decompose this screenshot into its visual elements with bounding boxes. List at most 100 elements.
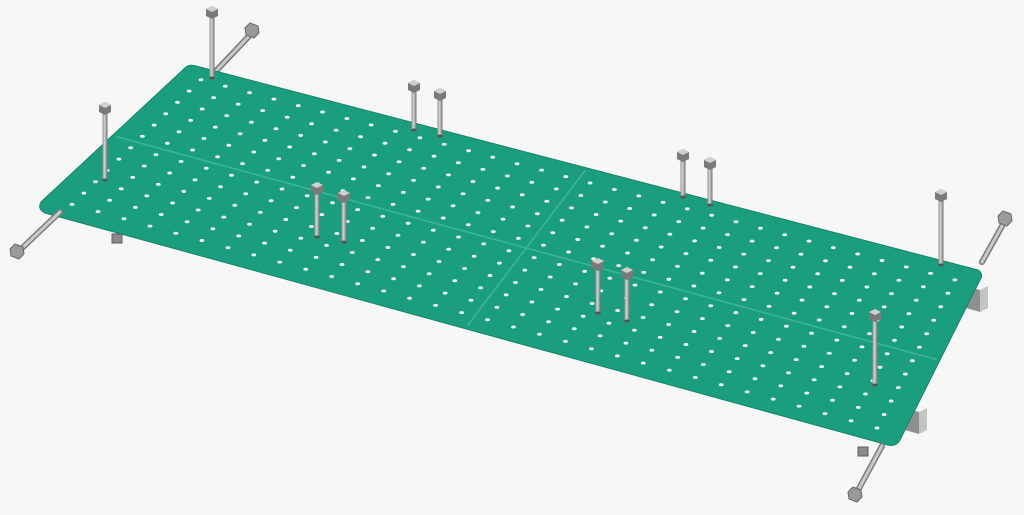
plate-hole [830,398,835,402]
plate-hole [330,201,335,205]
plate-hole [642,226,648,230]
plate-hole [361,165,367,169]
plate-hole [295,104,301,108]
plate-hole [212,125,218,129]
plate-hole [826,351,832,355]
plate-hole [888,399,894,403]
plate-hole [390,202,396,206]
plate-hole [514,162,520,166]
bolt-shaft [624,277,630,321]
bolt-head-top [592,258,604,264]
support-rods-front [9,209,885,503]
bolt-shaft [437,98,443,136]
plate-hole [456,235,461,239]
plate-hole [804,391,810,395]
bolt-shaft [680,159,686,197]
plate-hole [757,272,763,276]
plate-hole [606,321,612,325]
plate-hole [210,227,216,231]
plate-hole [539,168,544,172]
plate-hole [741,252,747,256]
plate-hole [336,158,342,162]
plate-hole [615,354,620,358]
plate-hole [497,261,502,265]
plate-hole [430,228,436,232]
plate-hole [881,305,887,309]
plate-hole [116,157,122,161]
plate-hole [675,264,680,268]
plate-hole [584,225,590,229]
bolt-base [102,178,108,182]
plate-hole [709,350,714,353]
plate-hole [287,145,293,149]
plate-hole [290,175,296,179]
plate-hole [407,148,412,152]
plate-hole [578,194,584,197]
plate-hole [623,341,629,345]
plate-hole [236,234,242,238]
rod-nut [244,22,260,39]
plate-hole [582,269,587,273]
plate-hole [857,298,862,302]
plate-hole [81,191,87,195]
plate-hole [872,272,877,276]
plate-hole [717,337,723,340]
plate-hole [173,231,179,235]
bolt-shaft [707,167,713,205]
bolt-shaft [411,90,417,130]
bolt-shaft [595,268,601,313]
plate-hole [386,172,392,176]
plate-hole [165,141,170,145]
bolt-base [595,311,601,315]
plate-hole [683,343,689,346]
plate-hole [195,208,201,212]
bolt-head-top [408,80,420,86]
plate-hole [844,372,850,376]
plate-hole [849,312,855,315]
plate-hole [674,310,680,314]
plate-hole [921,285,926,289]
plate-hole [597,334,603,338]
bolt-head-top [311,182,323,188]
plate-hole [913,298,919,302]
plate-hole [529,180,535,184]
plate-hole [716,246,722,249]
plate-hole [365,196,371,200]
plate-hole [815,272,821,276]
standing-bolt [621,267,633,323]
plate-hole [766,304,772,308]
plate-hole [505,174,510,178]
plate-hole [741,298,747,302]
plate-hole [830,246,836,250]
standing-bolt [311,182,323,239]
plate-hole [400,190,406,194]
plate-hole [93,180,98,184]
plate-hole [446,247,452,251]
plate-hole [952,278,958,282]
bolt-head-top [869,309,881,315]
plate-hole [381,289,387,293]
plate-hole [531,256,537,260]
plate-hole [462,267,467,270]
plate-hole [525,224,531,228]
plate-hole [283,218,289,221]
plate-hole [226,143,232,147]
plate-hole [313,255,319,259]
bolt-head-top [338,190,350,196]
plate-hole [215,155,221,159]
plate-hole [863,392,868,396]
plate-hole [538,288,544,291]
bolt-base [624,319,630,323]
plate-hole [470,180,476,183]
plate-hole [224,114,230,118]
plate-hole [760,364,766,368]
plate-hole [411,253,416,256]
plate-hole [490,230,496,234]
plate-hole [326,170,331,174]
plate-hole [144,194,150,198]
plate-hole [247,91,253,95]
plate-hole [700,317,705,321]
plate-hole [465,223,471,227]
bolt-head-top [434,88,446,94]
plate-hole [589,347,594,351]
